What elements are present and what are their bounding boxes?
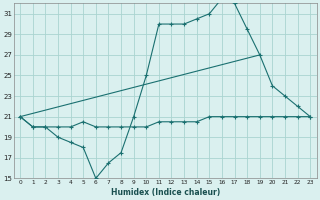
X-axis label: Humidex (Indice chaleur): Humidex (Indice chaleur) — [111, 188, 220, 197]
